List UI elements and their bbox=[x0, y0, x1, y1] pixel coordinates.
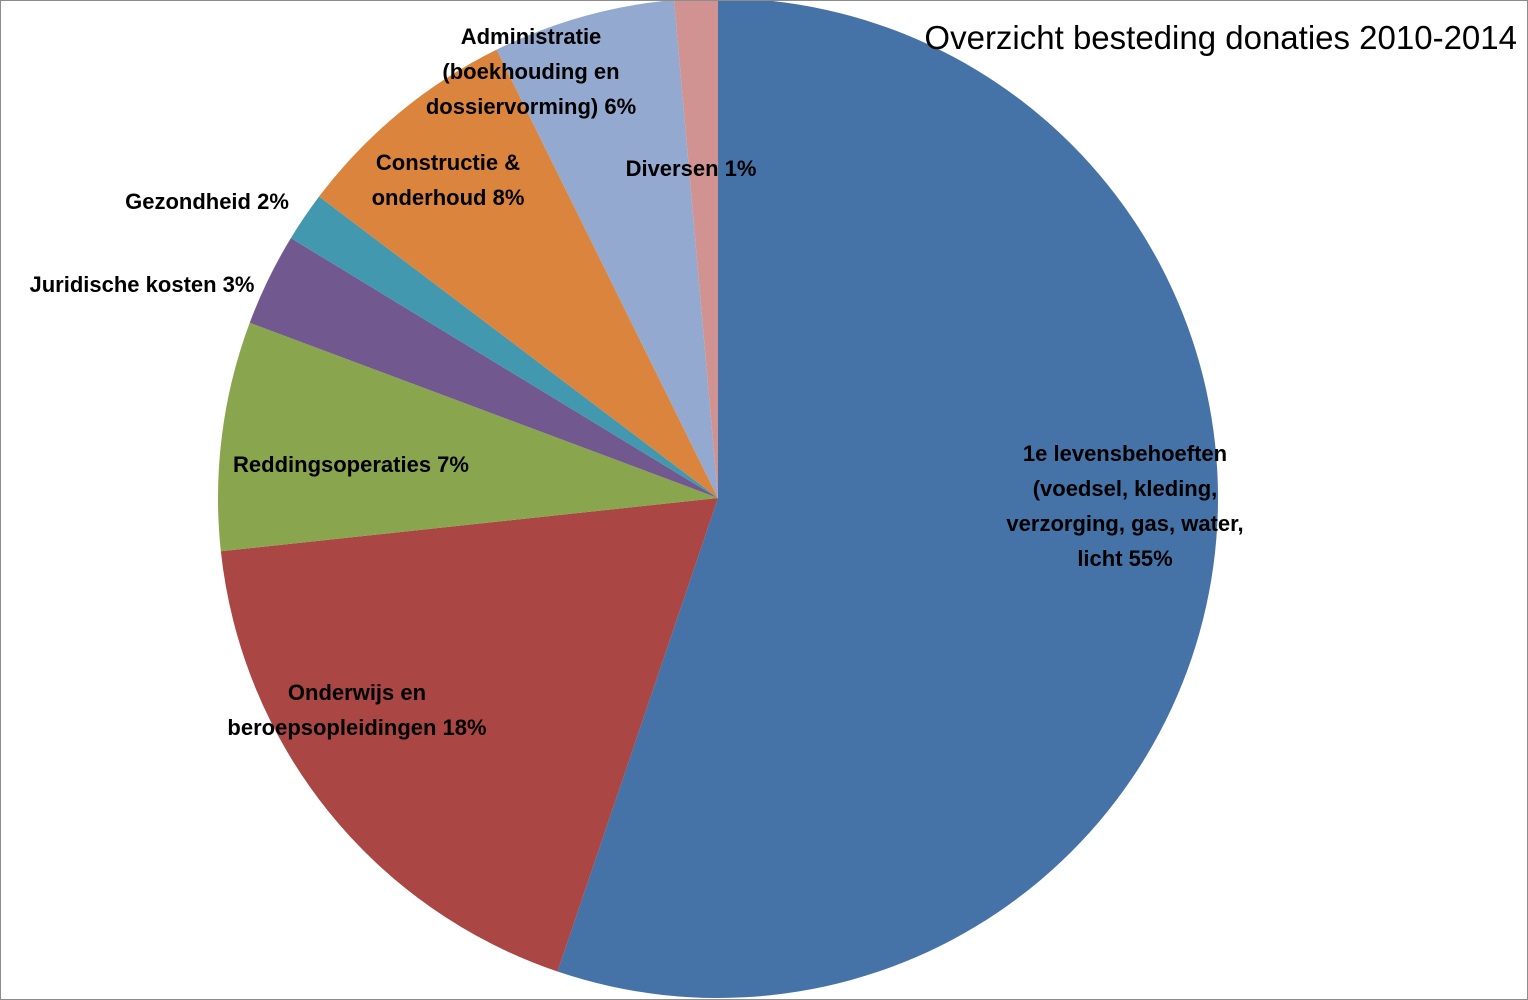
chart-title: Overzicht besteding donaties 2010-2014 bbox=[924, 19, 1517, 56]
slice-label-line: dossiervorming) 6% bbox=[426, 94, 636, 119]
slice-label-7: Diversen 1% bbox=[626, 156, 757, 181]
slice-label-0: 1e levensbehoeften (voedsel, kleding, verz… bbox=[1006, 441, 1243, 571]
slice-label-line: verzorging, gas, water, bbox=[1006, 511, 1243, 536]
slice-label-line: Juridische kosten 3% bbox=[30, 272, 255, 297]
slice-label-5: Constructie & onderhoud 8% bbox=[372, 150, 525, 210]
slice-label-6: Administratie (boekhouding en dossiervormi… bbox=[426, 24, 636, 119]
slice-label-line: (boekhouding en bbox=[442, 59, 619, 84]
pie-slice-3 bbox=[249, 238, 719, 498]
slice-label-line: (voedsel, kleding, bbox=[1033, 476, 1218, 501]
slice-label-3: Juridische kosten 3% bbox=[30, 272, 255, 297]
slice-label-line: Gezondheid 2% bbox=[125, 189, 289, 214]
slice-label-line: onderhoud 8% bbox=[372, 185, 525, 210]
slice-label-line: beroepsopleidingen 18% bbox=[227, 715, 486, 740]
pie-slice-2 bbox=[218, 322, 718, 552]
slice-label-line: 1e levensbehoeften bbox=[1023, 441, 1227, 466]
slice-label-line: Constructie & bbox=[376, 150, 520, 175]
pie-slice-1 bbox=[220, 498, 718, 972]
slice-label-line: Onderwijs en bbox=[288, 680, 426, 705]
pie-slice-4 bbox=[290, 196, 718, 499]
slice-label-line: Diversen 1% bbox=[626, 156, 757, 181]
pie-slice-7 bbox=[674, 1, 718, 498]
slice-label-4: Gezondheid 2% bbox=[125, 189, 289, 214]
slice-label-line: licht 55% bbox=[1077, 546, 1172, 571]
pie-slice-0 bbox=[557, 1, 1218, 998]
slices-layer bbox=[218, 1, 1218, 998]
slice-label-1: Onderwijs en beroepsopleidingen 18% bbox=[227, 680, 486, 740]
slice-label-line: Reddingsoperaties 7% bbox=[233, 452, 469, 477]
slice-label-2: Reddingsoperaties 7% bbox=[233, 452, 469, 477]
pie-slice-6 bbox=[496, 1, 718, 498]
labels-layer: 1e levensbehoeften (voedsel, kleding, verz… bbox=[30, 24, 1244, 740]
pie-slice-5 bbox=[319, 49, 718, 499]
slice-label-line: Administratie bbox=[461, 24, 602, 49]
